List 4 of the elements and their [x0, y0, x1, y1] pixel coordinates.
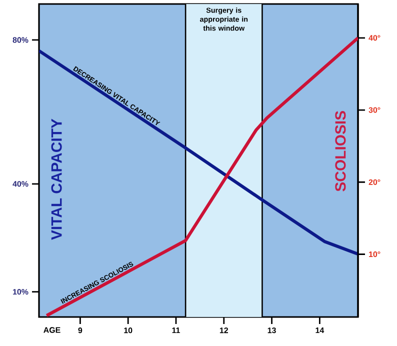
line-series — [45, 36, 358, 317]
y-axis-title: VITAL CAPACITY — [51, 118, 62, 240]
line-series — [39, 49, 358, 256]
y2-axis-title: SCOLIOSIS — [335, 111, 346, 192]
